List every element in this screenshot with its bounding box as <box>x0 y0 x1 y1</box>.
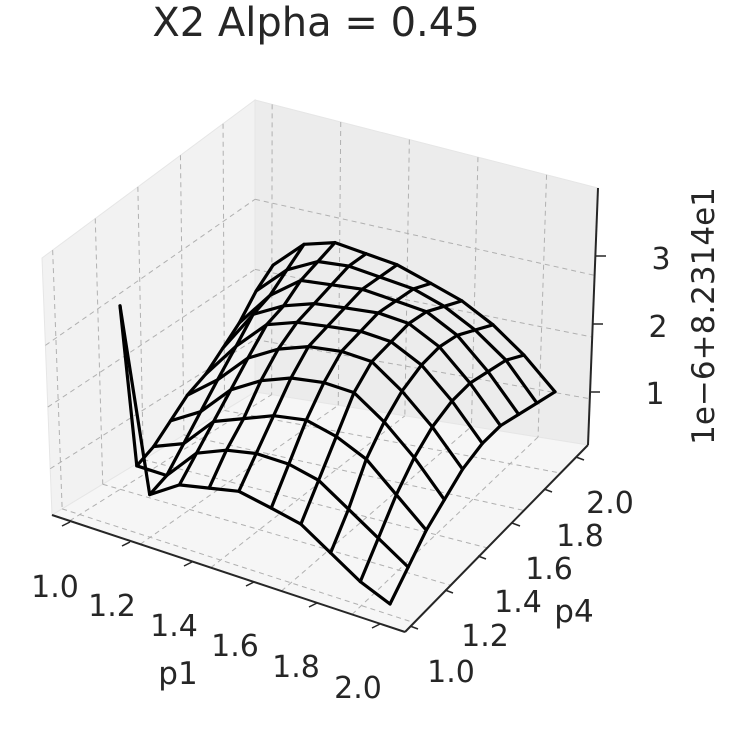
y-tick-mark <box>444 589 454 594</box>
y-tick-mark <box>409 625 419 630</box>
x-tick-mark <box>183 561 193 567</box>
grid-line-floor <box>69 394 272 522</box>
y-tick-mark <box>543 488 553 493</box>
grid-line-floor <box>351 436 539 615</box>
y-tick-label: 1.0 <box>427 655 475 690</box>
wire-line-p4 <box>168 376 446 502</box>
wire-line-p4 <box>204 320 484 445</box>
x-tick-label: 1.4 <box>150 609 198 644</box>
chart-title: X2 Alpha = 0.45 <box>152 0 479 46</box>
wire-line-p1 <box>269 281 433 510</box>
x-tick-mark <box>371 623 381 629</box>
y-tick-mark <box>575 456 585 461</box>
wire-line-p4 <box>237 278 521 416</box>
x-tick-mark <box>121 541 131 547</box>
wireframe-surface <box>118 241 557 606</box>
wire-line-p1 <box>329 323 495 555</box>
x-axis-label: p1 <box>158 656 197 692</box>
grid-line-floor <box>281 426 472 592</box>
x-tick-mark <box>308 602 318 608</box>
grid-line-floor <box>183 434 525 511</box>
grid-line-left-vertical <box>137 186 144 460</box>
y-tick-label: 1.8 <box>556 519 604 554</box>
grid-line-floor <box>102 483 451 586</box>
wire-line-p1 <box>177 241 337 487</box>
y-tick-label: 1.2 <box>461 619 509 654</box>
grid-line-left-vertical <box>222 123 226 411</box>
x-axis-line <box>51 514 406 633</box>
x-tick-label: 1.8 <box>272 650 320 685</box>
z-tick-label: 1 <box>645 377 664 412</box>
wire-line-p1 <box>118 263 275 468</box>
grid-line-back-vertical <box>271 104 273 395</box>
x-tick-mark <box>245 581 255 587</box>
wire-line-p4 <box>118 304 392 606</box>
z-tick-label: 3 <box>651 242 670 277</box>
grid-line-floor <box>224 409 561 474</box>
x-tick-mark <box>61 521 71 527</box>
y-tick-label: 1.4 <box>494 585 542 620</box>
y-axis-line <box>404 444 589 633</box>
x-tick-label: 2.0 <box>334 671 382 706</box>
y-tick-label: 1.6 <box>525 552 573 587</box>
x-tick-label: 1.2 <box>88 589 136 624</box>
y-tick-mark <box>511 522 521 527</box>
y-tick-label: 2.0 <box>586 486 634 521</box>
grid-line-floor <box>61 508 415 624</box>
wire-line-p1 <box>299 299 464 526</box>
grid-line-left-vertical <box>179 155 185 436</box>
wire-line-p4 <box>220 302 503 428</box>
wire-line-p4 <box>271 241 557 394</box>
wire-line-p1 <box>358 353 526 584</box>
x-tick-label: 1.0 <box>31 570 79 605</box>
grid-line-left-vertical <box>52 250 63 509</box>
wire-line-p4 <box>152 414 428 532</box>
wire-line-p4 <box>185 345 465 471</box>
grid-line-floor <box>139 404 339 545</box>
grid-line-back-vertical <box>537 174 548 438</box>
wire-line-p1 <box>388 390 557 606</box>
grid-lines <box>45 104 595 624</box>
axes <box>51 187 606 633</box>
wire-line-p1 <box>148 242 306 497</box>
grid-line-left-horizontal <box>45 198 256 346</box>
grid-line-back-horizontal <box>254 198 595 276</box>
grid-line-back-vertical <box>404 139 410 416</box>
grid-line-left-horizontal <box>47 268 256 408</box>
wire-line-p4 <box>135 448 410 569</box>
wire-line-p1 <box>207 252 368 490</box>
y-tick-mark <box>477 555 487 560</box>
x-tick-label: 1.6 <box>211 629 259 664</box>
wire-line-p1 <box>237 263 399 493</box>
z-axis-line <box>587 187 599 446</box>
z-tick-label: 2 <box>648 310 667 345</box>
z-axis-label: 1e−6+8.2314e1 <box>686 187 722 445</box>
wire-line-p4 <box>254 259 539 405</box>
grid-line-back-horizontal <box>254 338 590 400</box>
y-axis-label: p4 <box>554 594 593 630</box>
